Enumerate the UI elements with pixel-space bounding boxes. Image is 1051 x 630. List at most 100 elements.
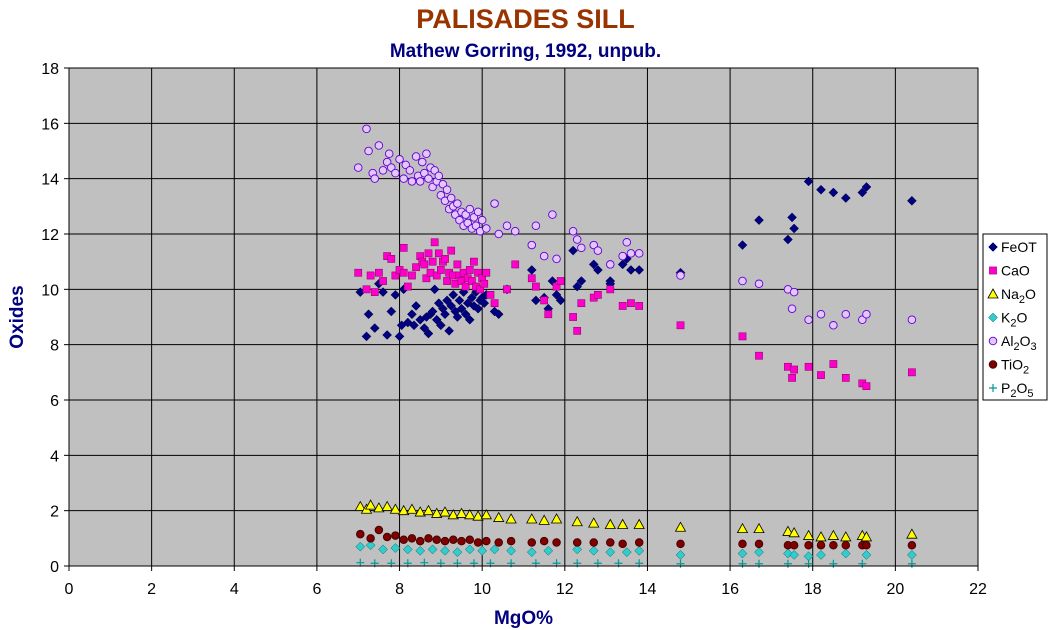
- data-point: [593, 246, 603, 255]
- x-tick-label: 16: [721, 581, 739, 598]
- legend-entry: Na2O: [987, 286, 1036, 306]
- data-point: [787, 304, 797, 313]
- legend-entry: CaO: [989, 263, 1030, 279]
- data-point: [428, 182, 437, 192]
- data-point: [676, 321, 685, 330]
- data-point: [490, 299, 499, 308]
- data-point: [538, 514, 550, 525]
- data-point: [476, 285, 484, 294]
- data-point: [409, 320, 419, 331]
- data-point: [375, 268, 383, 277]
- data-point: [860, 531, 873, 542]
- data-point: [755, 351, 763, 360]
- data-point: [482, 224, 491, 233]
- x-tick-label: 10: [473, 581, 491, 598]
- data-point: [790, 365, 798, 374]
- data-point: [493, 309, 504, 320]
- data-point: [526, 547, 537, 558]
- data-point: [788, 374, 796, 382]
- data-point: [465, 535, 475, 544]
- data-point: [441, 255, 449, 263]
- data-point: [461, 282, 470, 291]
- data-point: [399, 535, 408, 544]
- data-point: [355, 541, 366, 552]
- data-point: [399, 174, 408, 183]
- axes: 0 2 4 6 8 10 12 14 16 18 0 2 4 6 8 10 12 14 16 18 20 22: [41, 61, 987, 598]
- data-point: [907, 195, 917, 206]
- data-point: [572, 281, 583, 292]
- data-point: [387, 255, 396, 263]
- data-point: [816, 184, 826, 195]
- data-point: [407, 534, 417, 543]
- data-point: [456, 303, 467, 314]
- data-point: [552, 538, 561, 547]
- data-point: [424, 534, 433, 543]
- data-point: [527, 274, 536, 283]
- data-point: [618, 302, 627, 310]
- data-point: [817, 371, 825, 379]
- data-point: [573, 326, 582, 335]
- chart-title: PALISADES SILL: [416, 4, 635, 34]
- data-point: [364, 499, 377, 510]
- data-point: [436, 320, 446, 331]
- data-point: [544, 310, 553, 319]
- data-point: [862, 382, 871, 391]
- data-point: [589, 538, 598, 547]
- data-point: [571, 515, 583, 527]
- data-point: [738, 276, 747, 286]
- series-na2o: [354, 499, 918, 542]
- data-series: [353, 124, 918, 568]
- data-point: [479, 298, 490, 309]
- data-point: [634, 265, 645, 275]
- data-point: [627, 299, 635, 308]
- data-point: [588, 545, 599, 556]
- data-point: [555, 295, 566, 306]
- data-point: [753, 522, 765, 534]
- data-point: [816, 309, 826, 319]
- data-point: [626, 249, 636, 258]
- data-point: [829, 360, 838, 368]
- data-point: [415, 545, 426, 556]
- x-tick-label: 18: [804, 581, 822, 598]
- data-point: [397, 504, 410, 516]
- data-point: [379, 277, 387, 285]
- data-point: [738, 539, 747, 549]
- data-point: [408, 271, 416, 280]
- data-point: [539, 536, 549, 546]
- data-point: [675, 550, 686, 560]
- data-point: [477, 545, 488, 556]
- data-point: [438, 179, 448, 189]
- data-point: [411, 152, 421, 161]
- data-point: [482, 268, 491, 277]
- data-point: [804, 541, 813, 550]
- data-point: [551, 290, 562, 300]
- data-point: [816, 541, 826, 550]
- data-point: [857, 187, 868, 198]
- data-point: [370, 288, 379, 296]
- plot-area: [68, 67, 979, 567]
- data-point: [430, 238, 439, 247]
- data-point: [858, 315, 867, 325]
- data-point: [453, 199, 462, 208]
- legend-marker: [988, 242, 998, 252]
- data-point: [804, 362, 813, 371]
- data-point: [556, 277, 565, 285]
- data-point: [841, 374, 850, 382]
- data-point: [906, 528, 918, 539]
- series-k2o: [355, 540, 917, 562]
- data-point: [505, 513, 517, 524]
- data-point: [548, 210, 557, 219]
- data-point: [606, 538, 615, 547]
- data-point: [407, 177, 417, 186]
- data-point: [446, 301, 457, 311]
- legend-marker: [989, 266, 997, 275]
- data-point: [550, 513, 563, 524]
- y-tick-label: 10: [41, 282, 59, 299]
- data-point: [782, 525, 794, 536]
- data-point: [422, 149, 431, 159]
- data-point: [433, 298, 444, 309]
- data-point: [420, 260, 429, 269]
- legend-label: P2O5: [1001, 380, 1033, 400]
- data-point: [362, 285, 371, 294]
- data-point: [382, 157, 392, 167]
